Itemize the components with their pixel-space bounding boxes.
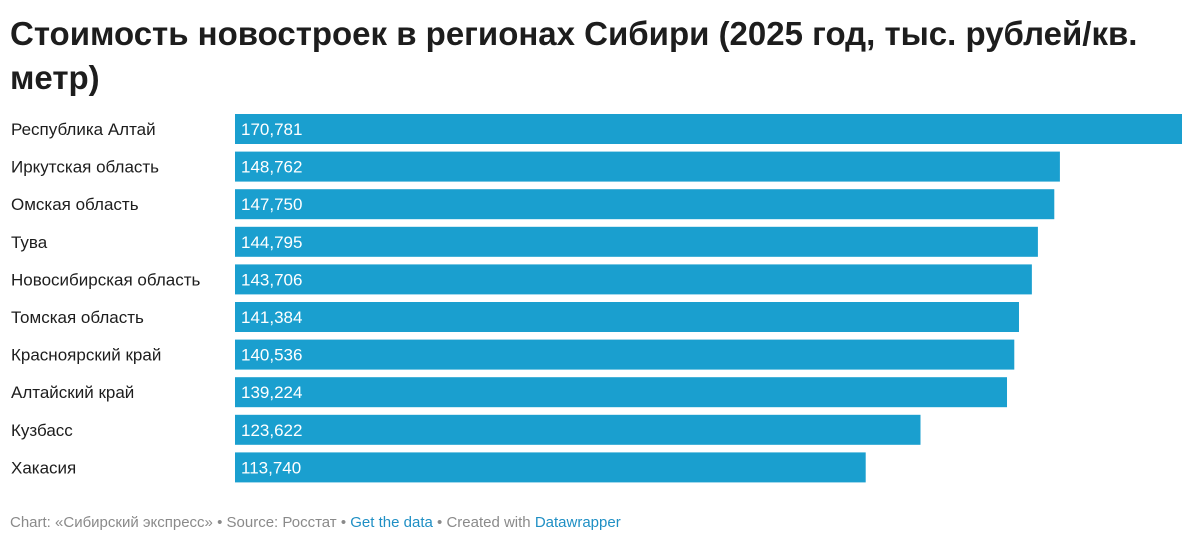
category-label: Хакасия xyxy=(11,458,76,477)
bar xyxy=(235,339,1015,370)
bar xyxy=(235,114,1182,144)
chart-title: Стоимость новостроек в регионах Сибири (… xyxy=(10,15,1138,96)
category-label: Кузбасс xyxy=(11,421,73,440)
category-label: Новосибирская область xyxy=(11,270,200,289)
footer-separator: • xyxy=(217,514,223,531)
category-label: Томская область xyxy=(11,308,144,327)
category-label: Алтайский край xyxy=(11,383,134,402)
datawrapper-link[interactable]: Datawrapper xyxy=(534,514,621,531)
value-label: 148,762 xyxy=(241,158,302,177)
value-label: 144,795 xyxy=(241,233,302,252)
bar xyxy=(235,264,1032,295)
value-label: 170,781 xyxy=(241,120,302,139)
category-label: Республика Алтай xyxy=(11,120,156,139)
value-label: 147,750 xyxy=(241,195,302,214)
bar xyxy=(235,452,866,483)
value-label: 143,706 xyxy=(241,270,302,289)
created-with-label: Created with xyxy=(446,514,531,531)
value-label: 113,740 xyxy=(241,458,301,477)
chart-credit: Chart: «Сибирский экспресс» xyxy=(10,514,213,531)
category-label: Иркутская область xyxy=(11,158,159,177)
footer-separator: • xyxy=(340,514,347,531)
chart-footer: Chart: «Сибирский экспресс» • Source: Ро… xyxy=(10,513,621,533)
footer-separator: • xyxy=(437,514,443,531)
bar xyxy=(235,151,1060,182)
bar xyxy=(235,377,1008,408)
category-label: Красноярский край xyxy=(11,346,161,365)
value-label: 140,536 xyxy=(241,346,302,365)
get-the-data-link[interactable]: Get the data xyxy=(350,514,433,531)
bar xyxy=(235,302,1019,332)
bar xyxy=(235,226,1038,257)
bar xyxy=(235,189,1055,220)
value-label: 141,384 xyxy=(241,308,302,327)
value-label: 123,622 xyxy=(241,421,302,440)
source-label: Source: Росстат xyxy=(226,514,337,531)
category-label: Омская область xyxy=(11,195,139,214)
value-label: 139,224 xyxy=(241,383,302,402)
bar xyxy=(235,414,921,445)
category-label: Тува xyxy=(11,233,48,252)
